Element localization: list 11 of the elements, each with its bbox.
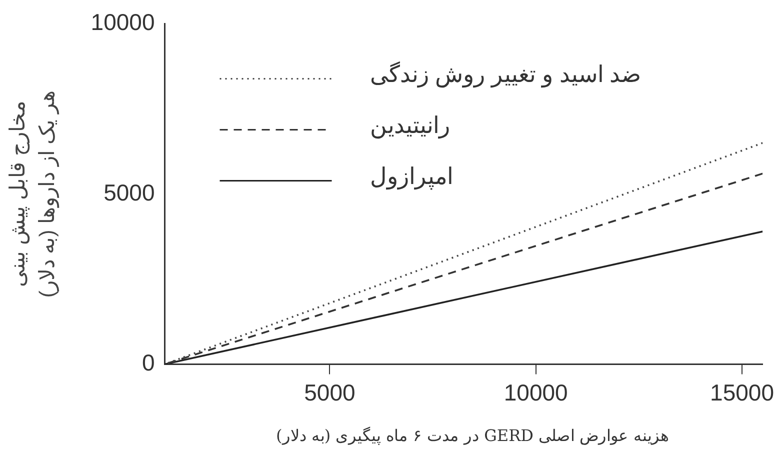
legend-label: رانیتیدین [370,112,450,140]
legend-label: ضد اسید و تغییر روش زندگی [370,61,642,88]
x-tick-label: 10000 [504,379,568,406]
x-tick-label: 15000 [710,379,774,406]
x-axis-title: هزینه عوارض اصلی GERD در مدت ۶ ماه پیگیری (به دلار) [276,426,669,446]
x-tick-label: 5000 [304,379,356,406]
y-tick-label: 5000 [104,179,155,206]
legend-label: امپرازول [370,163,453,190]
y-axis-title: مخارج قابل پیش بینی هر یک از داروها (به دلار) [6,90,60,298]
y-tick-label: 0 [142,350,155,376]
y-tick-label: 10000 [90,9,155,36]
